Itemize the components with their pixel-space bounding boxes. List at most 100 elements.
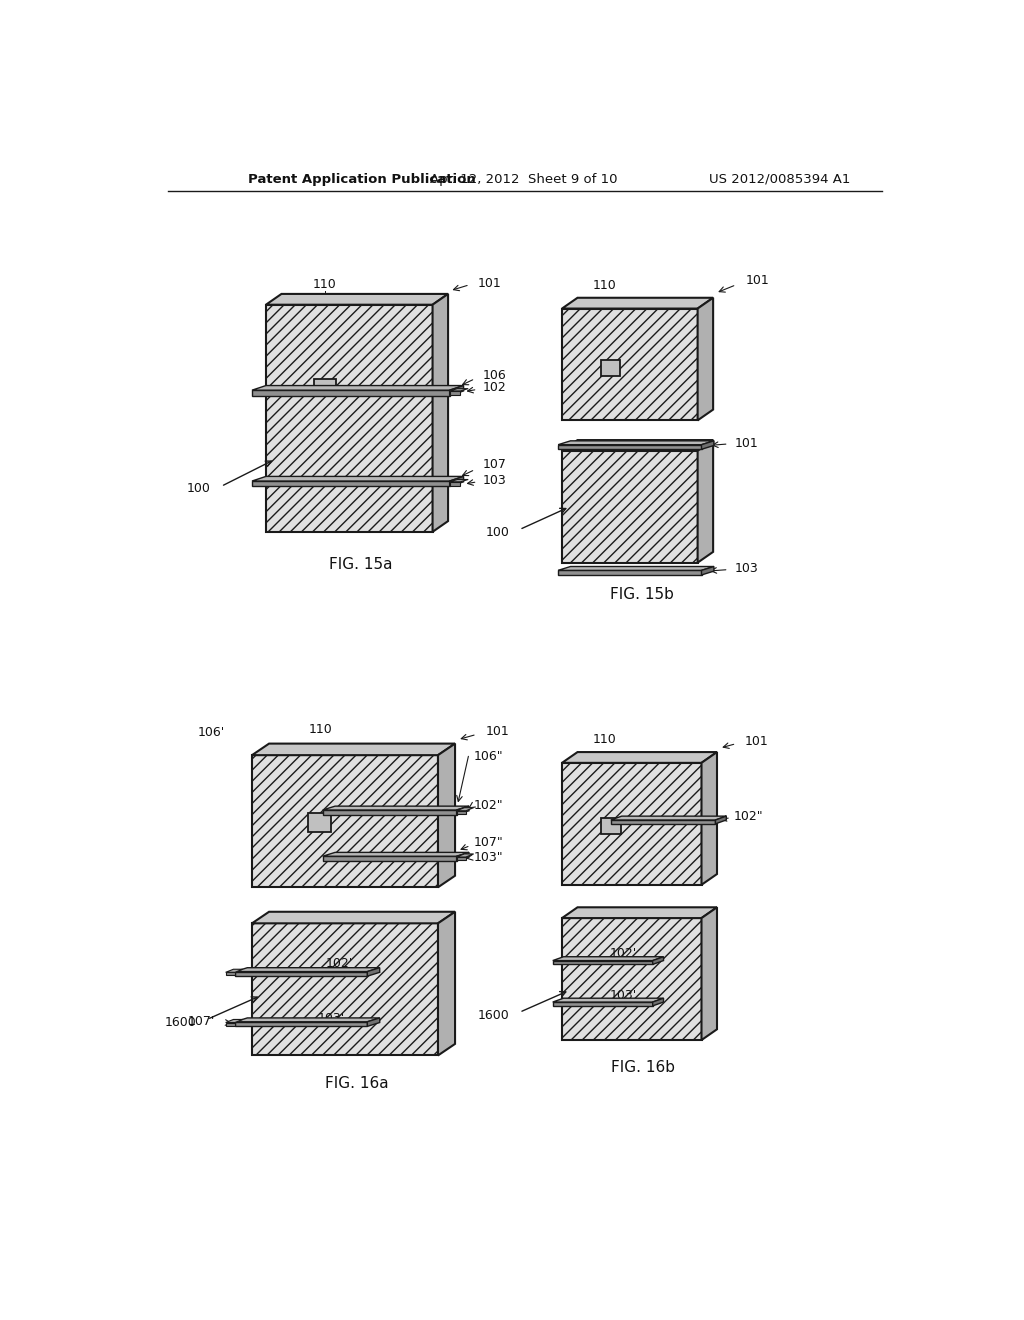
Polygon shape (701, 752, 717, 884)
Bar (314, 379, 336, 396)
Text: 106': 106' (198, 726, 225, 739)
Polygon shape (701, 441, 714, 449)
Polygon shape (225, 973, 234, 975)
Polygon shape (652, 957, 664, 965)
Text: 101: 101 (735, 437, 759, 450)
Text: 110: 110 (593, 279, 616, 292)
Text: 103: 103 (735, 562, 759, 576)
Polygon shape (266, 305, 432, 532)
Text: Patent Application Publication: Patent Application Publication (248, 173, 476, 186)
Text: FIG. 15a: FIG. 15a (329, 557, 392, 572)
Polygon shape (558, 445, 701, 449)
Text: 103': 103' (610, 989, 637, 1002)
Text: 100: 100 (485, 525, 509, 539)
Text: 103: 103 (483, 474, 507, 487)
Polygon shape (252, 912, 455, 923)
Polygon shape (234, 1018, 380, 1022)
Polygon shape (225, 969, 243, 973)
Text: 110: 110 (308, 723, 332, 737)
Text: 107': 107' (187, 1015, 215, 1028)
Polygon shape (323, 810, 457, 814)
Text: 102: 102 (483, 381, 507, 395)
Polygon shape (234, 972, 368, 977)
Text: 103": 103" (474, 850, 503, 863)
Polygon shape (457, 857, 466, 861)
Polygon shape (450, 482, 461, 486)
Text: 1600: 1600 (477, 1008, 509, 1022)
Polygon shape (450, 391, 461, 395)
Polygon shape (252, 385, 464, 391)
Polygon shape (457, 810, 466, 814)
Text: 106: 106 (483, 370, 507, 381)
Polygon shape (252, 477, 464, 480)
Polygon shape (368, 1018, 380, 1027)
Polygon shape (252, 391, 450, 396)
Polygon shape (450, 477, 464, 487)
Text: 101: 101 (745, 275, 769, 288)
Text: FIG. 16a: FIG. 16a (325, 1076, 388, 1090)
Polygon shape (558, 570, 701, 576)
Polygon shape (252, 923, 438, 1056)
Polygon shape (611, 820, 716, 824)
Polygon shape (562, 451, 697, 562)
Polygon shape (323, 857, 457, 861)
Polygon shape (266, 294, 449, 305)
Polygon shape (450, 479, 468, 482)
Polygon shape (558, 566, 714, 570)
Text: 1600: 1600 (165, 1016, 197, 1028)
Text: 107": 107" (474, 836, 504, 849)
Polygon shape (553, 998, 664, 1002)
Polygon shape (457, 853, 469, 861)
Polygon shape (252, 743, 455, 755)
Polygon shape (432, 294, 449, 532)
Text: 110: 110 (312, 279, 336, 292)
Text: Apr. 12, 2012  Sheet 9 of 10: Apr. 12, 2012 Sheet 9 of 10 (430, 173, 617, 186)
Polygon shape (562, 907, 717, 919)
Text: 107: 107 (483, 458, 507, 471)
Polygon shape (553, 1002, 652, 1006)
Polygon shape (562, 919, 701, 1040)
Text: 101: 101 (486, 725, 510, 738)
Polygon shape (697, 298, 713, 420)
Polygon shape (562, 763, 701, 884)
Bar (308, 813, 331, 832)
Text: US 2012/0085394 A1: US 2012/0085394 A1 (710, 173, 851, 186)
Polygon shape (323, 853, 469, 857)
Polygon shape (457, 854, 474, 857)
Polygon shape (438, 912, 455, 1056)
Text: 102': 102' (326, 957, 353, 970)
Polygon shape (450, 385, 464, 396)
Text: 102': 102' (610, 948, 637, 960)
Polygon shape (562, 298, 713, 309)
Polygon shape (611, 816, 726, 820)
Text: FIG. 16b: FIG. 16b (611, 1060, 676, 1076)
Polygon shape (652, 998, 664, 1006)
Polygon shape (323, 807, 469, 810)
Polygon shape (558, 441, 714, 445)
Polygon shape (553, 957, 664, 961)
Polygon shape (553, 961, 652, 965)
Text: 106": 106" (474, 750, 503, 763)
Text: 110: 110 (593, 733, 616, 746)
Polygon shape (438, 743, 455, 887)
Text: 102": 102" (474, 799, 503, 812)
Polygon shape (562, 309, 697, 420)
Polygon shape (562, 440, 713, 451)
Polygon shape (252, 480, 450, 487)
Text: 101: 101 (744, 735, 769, 748)
Polygon shape (716, 816, 726, 824)
Polygon shape (225, 1019, 243, 1023)
Polygon shape (457, 808, 474, 810)
Polygon shape (450, 388, 468, 391)
Polygon shape (562, 752, 717, 763)
Polygon shape (368, 968, 380, 977)
Polygon shape (234, 968, 380, 972)
Polygon shape (252, 755, 438, 887)
Polygon shape (697, 440, 713, 562)
Text: FIG. 15b: FIG. 15b (609, 587, 674, 602)
Text: 100: 100 (186, 482, 210, 495)
Bar (601, 818, 621, 834)
Polygon shape (701, 566, 714, 576)
Bar (601, 360, 621, 376)
Polygon shape (225, 1023, 234, 1026)
